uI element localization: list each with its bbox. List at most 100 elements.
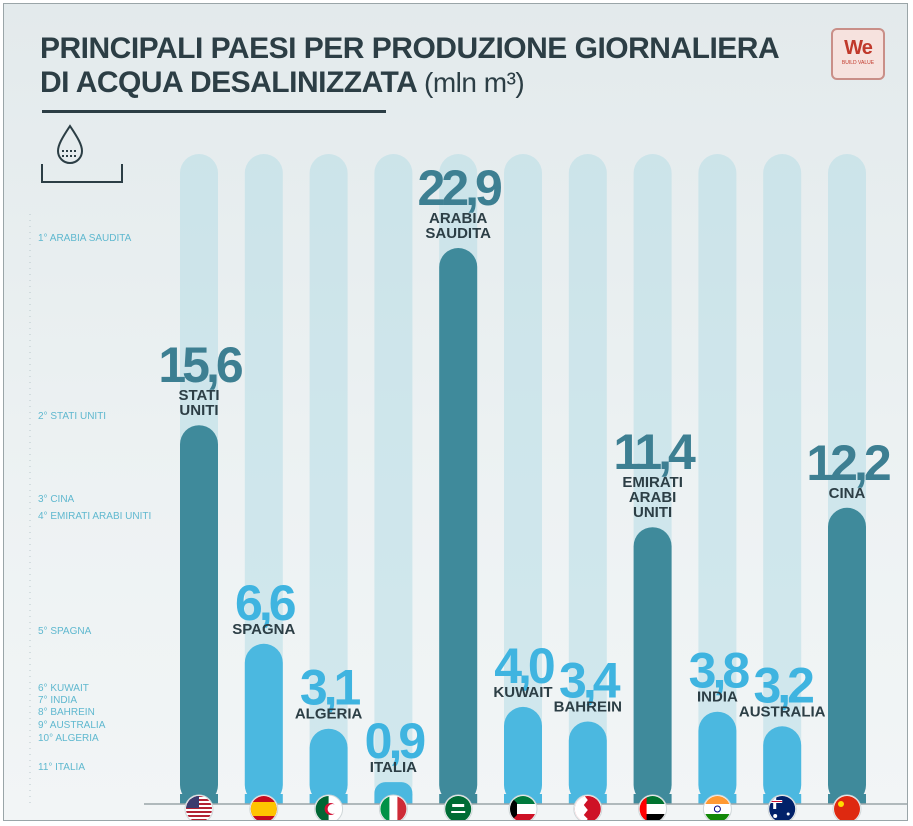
title-underline — [42, 110, 386, 113]
country-label: KUWAIT — [493, 684, 552, 701]
flag-stripe — [445, 796, 472, 820]
flag-script — [452, 804, 465, 807]
flag-sword — [451, 811, 466, 813]
country-label: UNITI — [179, 402, 218, 419]
country-label: SPAGNA — [232, 621, 295, 638]
flag-fill — [380, 796, 407, 820]
flag-fill — [704, 796, 731, 820]
value-label: 0,9 — [365, 713, 425, 769]
rank-label: 5° SPAGNA — [38, 626, 92, 637]
flag-fill — [834, 796, 860, 820]
flag-stripe — [186, 819, 212, 820]
rank-label: 10° ALGERIA — [38, 733, 99, 744]
flag-stripe — [510, 814, 536, 820]
value-label: 15,6 — [158, 337, 242, 393]
italy-flag-icon — [378, 794, 408, 820]
rank-label: 1° ARABIA SAUDITA — [38, 233, 132, 244]
title-unit: (mln m³) — [424, 67, 525, 98]
bar-track — [763, 154, 802, 804]
country-label: AUSTRALIA — [739, 703, 826, 720]
flag-star — [773, 814, 778, 818]
value-label: 4,0 — [494, 638, 554, 694]
value-label: 3,8 — [689, 643, 750, 699]
flag-stripe — [186, 815, 212, 817]
country-label: EMIRATI — [622, 474, 683, 491]
flag-fill — [639, 796, 666, 820]
bar — [568, 721, 607, 804]
country-label: ARABIA — [429, 210, 487, 227]
rank-label: 2° STATI UNITI — [38, 411, 106, 422]
bar-track — [309, 154, 348, 804]
country-label: BAHREIN — [554, 698, 622, 715]
rank-label: 7° INDIA — [38, 695, 77, 706]
flag-star — [786, 812, 790, 816]
flag-fill — [574, 796, 601, 820]
bar-track — [374, 154, 413, 804]
country-label: SAUDITA — [425, 225, 491, 242]
flag-star — [838, 801, 844, 807]
value-label: 3,1 — [300, 660, 361, 716]
water-drop-icon — [41, 124, 123, 183]
value-label: 22,9 — [418, 160, 502, 216]
bar-track — [568, 154, 607, 804]
flag-stripe — [510, 796, 536, 804]
value-label: 12,2 — [806, 435, 890, 491]
rank-label: 3° CINA — [38, 494, 75, 505]
spain-flag-icon — [249, 794, 279, 820]
bar-track — [698, 154, 737, 804]
bar — [698, 711, 737, 804]
bar — [828, 507, 866, 804]
flag-fill — [769, 796, 796, 820]
flag-stripe — [380, 796, 390, 820]
value-label: 11,4 — [613, 424, 696, 480]
bar — [309, 728, 348, 804]
bar-chart: 1° ARABIA SAUDITA 2° STATI UNITI 3° CINA 4°… — [29, 124, 907, 820]
flag-fill — [315, 796, 338, 820]
bar — [504, 706, 542, 804]
flag-stripe — [639, 814, 666, 820]
flag-stripe — [315, 796, 329, 820]
flag-stripe — [639, 796, 647, 820]
flag-stripe — [397, 796, 407, 820]
country-label: CINA — [829, 485, 866, 502]
kuwait-flag-icon — [508, 794, 538, 820]
flag-stripe — [834, 796, 860, 820]
australia-flag-icon — [767, 794, 797, 820]
flag-crescent-cut — [327, 804, 338, 814]
flag-stripe — [639, 796, 666, 804]
value-label: 3,4 — [559, 652, 621, 708]
logo-subtext: BUILD VALUE — [841, 60, 875, 66]
flag-wheel — [713, 805, 721, 813]
flag-stripe — [250, 802, 277, 816]
brand-logo: We BUILD VALUE — [831, 28, 885, 80]
algeria-flag-icon — [314, 794, 344, 820]
rank-label: 4° EMIRATI ARABI UNITI — [38, 511, 151, 522]
flag-serrated — [574, 796, 588, 820]
bahrain-flag-icon — [573, 794, 603, 820]
country-label: UNITI — [633, 504, 672, 521]
chart-title: PRINCIPALI PAESI PER PRODUZIONE GIORNALI… — [40, 32, 780, 100]
china-flag-icon — [832, 794, 862, 820]
flag-stripe — [704, 796, 731, 804]
value-label: 3,2 — [753, 657, 813, 713]
title-line-1: PRINCIPALI PAESI PER PRODUZIONE GIORNALI… — [40, 32, 780, 65]
flag-stripe — [704, 814, 731, 820]
saudi-arabia-flag-icon — [443, 794, 473, 820]
value-label: 6,6 — [235, 575, 295, 631]
flag-cross — [769, 801, 783, 802]
rank-label: 11° ITALIA — [38, 762, 85, 773]
bar — [180, 425, 218, 804]
bar — [244, 643, 283, 804]
rank-label: 6° KUWAIT — [38, 683, 89, 694]
bar — [763, 726, 802, 804]
title-line-2: DI ACQUA DESALINIZZATA — [40, 66, 417, 99]
flag-cross — [773, 796, 777, 809]
country-label: ARABI — [629, 489, 677, 506]
infographic-frame: PRINCIPALI PAESI PER PRODUZIONE GIORNALI… — [3, 3, 908, 821]
bar — [439, 248, 478, 804]
country-label: INDIA — [697, 689, 738, 706]
uae-flag-icon — [638, 794, 668, 820]
bar-track — [244, 154, 283, 804]
bar-track — [504, 154, 542, 804]
rank-label: 9° AUSTRALIA — [38, 720, 106, 731]
